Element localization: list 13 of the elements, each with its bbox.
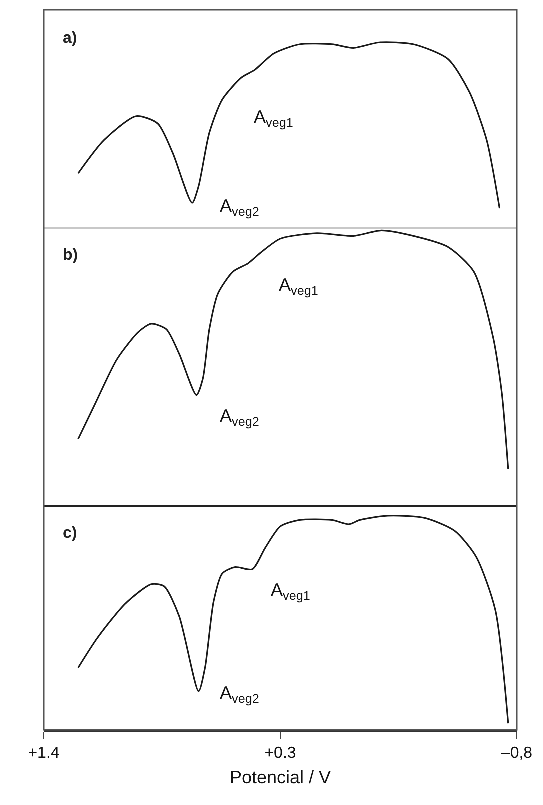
x-tick-label: –0,8 bbox=[501, 744, 533, 762]
annotation: A$_{veg1}$ bbox=[254, 107, 294, 130]
x-axis-title: Potencial / V bbox=[230, 768, 332, 788]
annotation: A$_{veg2}$ bbox=[220, 406, 260, 429]
annotation: A$_{veg2}$ bbox=[220, 683, 260, 706]
annotation: A$_{veg1}$ bbox=[271, 580, 310, 603]
text: c) bbox=[63, 525, 78, 542]
chart-title: a) bbox=[63, 30, 78, 47]
x-tick-label: +0.3 bbox=[264, 744, 296, 762]
x-tick-label: +1.4 bbox=[28, 744, 60, 762]
annotation: A$_{veg2}$ bbox=[220, 196, 260, 219]
text: b) bbox=[63, 247, 78, 264]
annotation: A$_{veg1}$ bbox=[279, 275, 318, 298]
